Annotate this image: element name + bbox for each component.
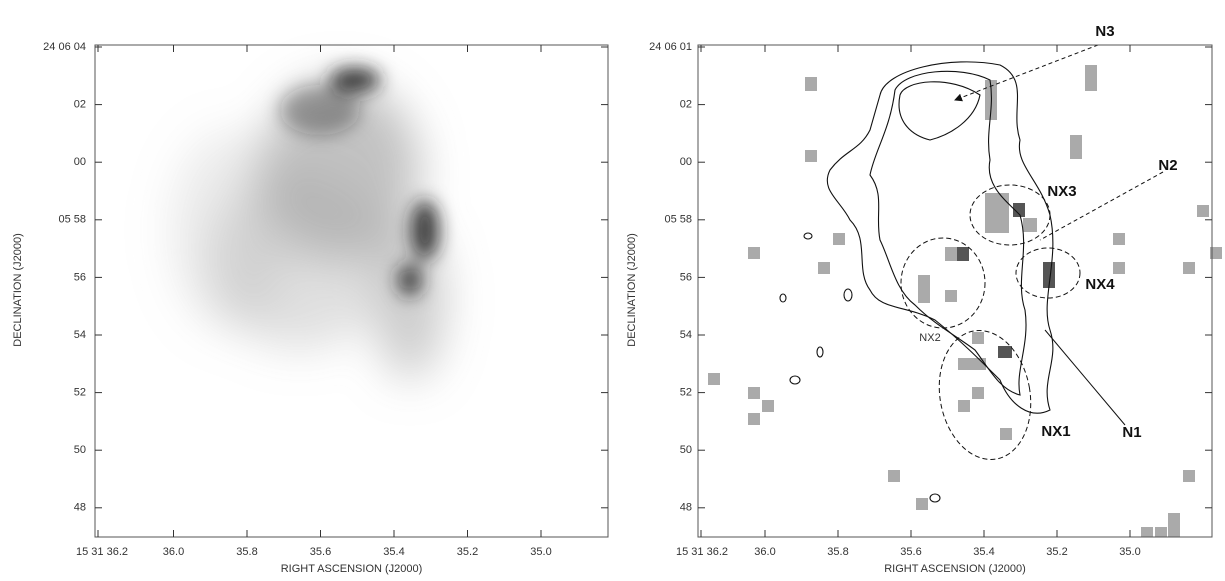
y-tick-label: 00 (74, 156, 86, 168)
y-tick-label: 56 (74, 271, 86, 283)
y-tick-label: 50 (680, 444, 692, 456)
region-label: N1 (1122, 424, 1141, 441)
region-label: NX3 (1047, 183, 1076, 200)
region-label: N2 (1158, 157, 1177, 174)
y-tick-label: 48 (680, 502, 692, 514)
x-tick-label: 15 31 36.2 (76, 546, 128, 558)
x-tick-label: 35.6 (900, 546, 921, 558)
region-label: NX1 (1041, 423, 1070, 440)
y-tick-label: 02 (74, 99, 86, 111)
y-tick-label: 05 58 (58, 214, 86, 226)
y-tick-label: 00 (680, 156, 692, 168)
x-tick-label: 36.0 (754, 546, 775, 558)
frame (94, 44, 609, 538)
x-tick-label: 35.4 (383, 546, 404, 558)
frame (697, 44, 1213, 538)
x-tick-label: 15 31 36.2 (676, 546, 728, 558)
x-tick-label: 35.8 (827, 546, 848, 558)
x-tick-label: 35.4 (973, 546, 994, 558)
y-tick-label: 52 (680, 387, 692, 399)
axes: 24 06 04 02 00 05 58 56 54 52 50 48 15 31 36.2 36.… (12, 23, 1213, 575)
y-axis-label: DECLINATION (J2000) (12, 233, 24, 347)
x-tick-label: 35.8 (236, 546, 257, 558)
x-tick-label: 35.6 (310, 546, 331, 558)
region-label: N3 (1095, 23, 1114, 40)
emission-image (170, 68, 445, 380)
y-tick-label: 24 06 04 (43, 41, 86, 53)
y-tick-label: 54 (680, 329, 692, 341)
x-axis-label: RIGHT ASCENSION (J2000) (884, 563, 1026, 575)
y-tick-label: 24 06 01 (649, 41, 692, 53)
region-label: NX4 (1085, 276, 1115, 293)
y-tick-label: 50 (74, 444, 86, 456)
y-tick-label: 52 (74, 387, 86, 399)
x-tick-label: 35.2 (457, 546, 478, 558)
y-tick-label: 48 (74, 502, 86, 514)
y-axis-label: DECLINATION (J2000) (626, 233, 638, 347)
x-tick-label: 35.0 (530, 546, 551, 558)
regions (900, 44, 1164, 460)
x-tick-label: 35.2 (1046, 546, 1067, 558)
x-axis-label: RIGHT ASCENSION (J2000) (281, 563, 423, 575)
xray-pixels (708, 65, 1222, 537)
y-tick-label: 02 (680, 99, 692, 111)
y-tick-label: 05 58 (664, 214, 692, 226)
x-tick-label: 36.0 (163, 546, 184, 558)
region-label: NX2 (919, 332, 940, 344)
contours (779, 61, 1054, 503)
y-tick-label: 54 (74, 329, 86, 341)
x-tick-label: 35.0 (1119, 546, 1140, 558)
y-tick-label: 56 (680, 271, 692, 283)
